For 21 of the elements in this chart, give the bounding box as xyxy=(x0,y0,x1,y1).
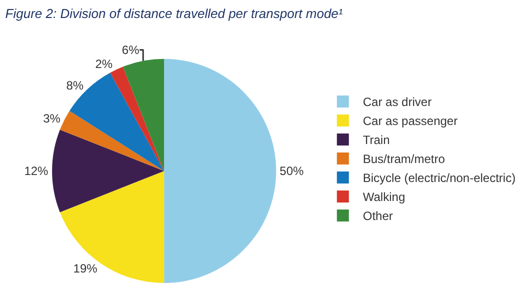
data-label: 19% xyxy=(73,261,98,276)
data-label: 2% xyxy=(95,56,113,71)
chart-title: Figure 2: Division of distance travelled per transport mode¹ xyxy=(5,6,344,21)
legend-label: Other xyxy=(362,209,393,224)
pie-slice xyxy=(60,170,164,283)
legend-label: Walking xyxy=(362,190,406,204)
legend-label: Bus/tram/metro xyxy=(362,152,446,166)
pie-slice xyxy=(60,110,164,171)
pie-slice xyxy=(122,58,164,171)
pie-slice xyxy=(164,58,276,283)
legend-label: Car as driver xyxy=(362,95,432,110)
data-label: 6% xyxy=(122,42,140,57)
legend-label: Train xyxy=(362,133,390,148)
data-label: 50% xyxy=(280,164,304,178)
data-label: 3% xyxy=(43,112,61,126)
legend-label: Bicycle (electric/non-electric) xyxy=(362,171,516,186)
pie-slice xyxy=(52,130,164,212)
data-label: 8% xyxy=(66,78,84,93)
data-label: 12% xyxy=(24,164,49,178)
pie-slice xyxy=(110,66,164,171)
legend-label: Car as passenger xyxy=(362,114,458,128)
